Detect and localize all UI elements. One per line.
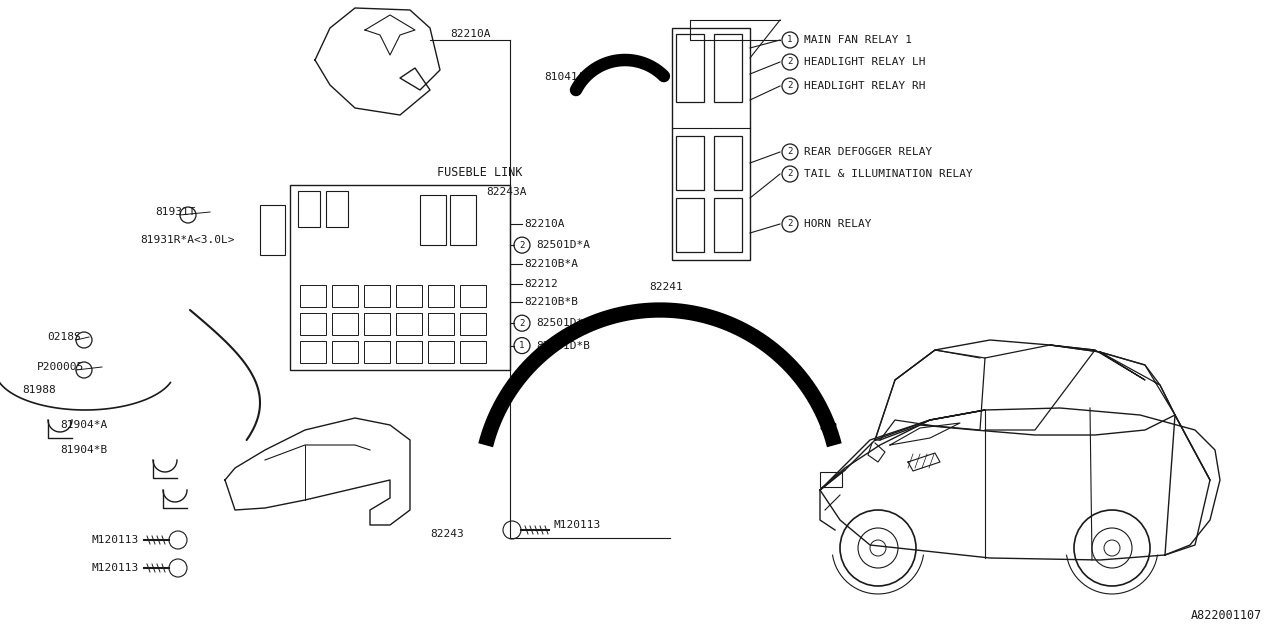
Text: HEADLIGHT RELAY LH: HEADLIGHT RELAY LH bbox=[804, 57, 925, 67]
Bar bbox=[460, 313, 486, 335]
Circle shape bbox=[870, 540, 886, 556]
Text: 2: 2 bbox=[787, 81, 792, 90]
Text: P200005: P200005 bbox=[37, 362, 84, 372]
Bar bbox=[332, 285, 358, 307]
Bar bbox=[460, 285, 486, 307]
Bar bbox=[820, 472, 842, 487]
Bar bbox=[714, 34, 742, 102]
Text: 81931T: 81931T bbox=[155, 207, 196, 217]
Text: 82243: 82243 bbox=[430, 529, 463, 539]
Text: 1: 1 bbox=[787, 35, 792, 45]
Text: 82501D*A: 82501D*A bbox=[536, 318, 590, 328]
Bar bbox=[676, 34, 704, 102]
Text: 2: 2 bbox=[787, 58, 792, 67]
Text: 82501D*A: 82501D*A bbox=[536, 240, 590, 250]
Bar bbox=[364, 313, 390, 335]
Bar bbox=[676, 136, 704, 190]
Text: 1: 1 bbox=[520, 341, 525, 350]
Bar bbox=[332, 341, 358, 363]
Text: HORN RELAY: HORN RELAY bbox=[804, 219, 872, 229]
Text: 82210B*B: 82210B*B bbox=[524, 297, 579, 307]
Text: 81931R*A<3.0L>: 81931R*A<3.0L> bbox=[140, 235, 234, 245]
Text: 2: 2 bbox=[787, 220, 792, 228]
Text: 2: 2 bbox=[520, 319, 525, 328]
Bar bbox=[396, 341, 422, 363]
Bar bbox=[260, 205, 285, 255]
Text: 82212: 82212 bbox=[524, 278, 558, 289]
Text: FUSEBLE LINK: FUSEBLE LINK bbox=[438, 166, 522, 179]
Bar bbox=[428, 313, 454, 335]
Text: 81041A: 81041A bbox=[544, 72, 585, 82]
Text: M120113: M120113 bbox=[92, 563, 140, 573]
Bar bbox=[428, 341, 454, 363]
Text: 2: 2 bbox=[787, 147, 792, 157]
Text: M120113: M120113 bbox=[554, 520, 602, 530]
Text: 2: 2 bbox=[787, 170, 792, 179]
Text: HEADLIGHT RELAY RH: HEADLIGHT RELAY RH bbox=[804, 81, 925, 91]
Bar bbox=[451, 195, 476, 245]
Bar bbox=[291, 185, 509, 370]
Text: 82210A: 82210A bbox=[451, 29, 490, 39]
Text: 0218S: 0218S bbox=[47, 332, 81, 342]
Text: TAIL & ILLUMINATION RELAY: TAIL & ILLUMINATION RELAY bbox=[804, 169, 973, 179]
Bar bbox=[420, 195, 445, 245]
Text: 82501D*B: 82501D*B bbox=[536, 340, 590, 351]
Text: MAIN FAN RELAY 1: MAIN FAN RELAY 1 bbox=[804, 35, 911, 45]
Bar bbox=[714, 198, 742, 252]
Bar bbox=[300, 285, 326, 307]
Circle shape bbox=[1103, 540, 1120, 556]
Text: 82210A: 82210A bbox=[524, 219, 564, 229]
Bar bbox=[396, 285, 422, 307]
Text: REAR DEFOGGER RELAY: REAR DEFOGGER RELAY bbox=[804, 147, 932, 157]
Bar bbox=[300, 341, 326, 363]
Bar bbox=[676, 198, 704, 252]
Text: 82210B*A: 82210B*A bbox=[524, 259, 579, 269]
Text: 2: 2 bbox=[520, 241, 525, 250]
Bar bbox=[364, 341, 390, 363]
Text: M120113: M120113 bbox=[92, 535, 140, 545]
Bar bbox=[396, 313, 422, 335]
Text: A822001107: A822001107 bbox=[1190, 609, 1262, 622]
Text: 81904*B: 81904*B bbox=[60, 445, 108, 455]
Bar bbox=[460, 341, 486, 363]
Bar bbox=[326, 191, 348, 227]
Bar bbox=[364, 285, 390, 307]
Text: 81988: 81988 bbox=[22, 385, 56, 395]
Text: 81904*A: 81904*A bbox=[60, 420, 108, 430]
Bar bbox=[714, 136, 742, 190]
Bar bbox=[332, 313, 358, 335]
Bar bbox=[298, 191, 320, 227]
Text: 82241: 82241 bbox=[649, 282, 682, 292]
Bar bbox=[300, 313, 326, 335]
Text: 82243A: 82243A bbox=[486, 187, 527, 197]
Bar bbox=[672, 28, 750, 260]
Bar bbox=[428, 285, 454, 307]
